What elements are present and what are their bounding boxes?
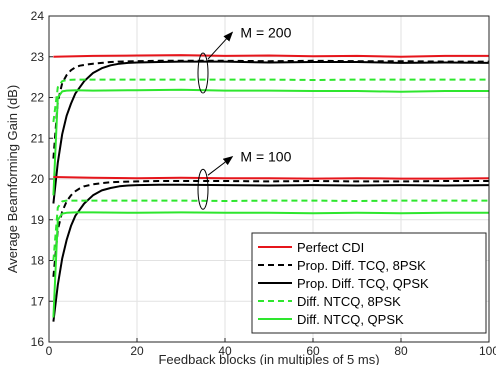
y-tick-label: 23 xyxy=(31,50,45,64)
axis-ticks: 0 20 40 60 80 100 16 17 18 19 20 21 22 23 24 xyxy=(31,9,496,358)
legend-label: Prop. Diff. TCQ, 8PSK xyxy=(297,258,426,273)
x-tick-label: 0 xyxy=(46,344,53,358)
y-axis-label: Average Beamforming Gain (dB) xyxy=(5,85,20,273)
series-line xyxy=(53,54,489,58)
y-tick-label: 18 xyxy=(31,254,45,268)
series-line xyxy=(52,60,490,204)
series-line xyxy=(52,180,489,277)
annotation-label: M = 200 xyxy=(240,24,291,40)
legend-label: Diff. NTCQ, 8PSK xyxy=(297,294,401,309)
legend-label: Prop. Diff. TCQ, QPSK xyxy=(297,276,429,291)
y-tick-label: 24 xyxy=(31,9,45,23)
y-tick-label: 16 xyxy=(31,335,45,349)
y-tick-label: 22 xyxy=(31,91,45,105)
annotation-label: M = 100 xyxy=(240,149,291,165)
y-tick-label: 20 xyxy=(31,172,45,186)
annotation-ellipse xyxy=(197,168,209,210)
y-tick-label: 17 xyxy=(31,294,45,308)
annotation-ellipse xyxy=(197,52,209,94)
x-tick-label: 100 xyxy=(479,344,496,358)
annotations: M = 200 M = 100 xyxy=(197,24,292,210)
series-line xyxy=(53,176,490,180)
x-tick-label: 20 xyxy=(130,344,144,358)
annotation-arrow xyxy=(207,31,234,60)
annotation-arrow xyxy=(207,155,234,176)
legend: Perfect CDI Prop. Diff. TCQ, 8PSK Prop. Di… xyxy=(251,232,487,334)
x-tick-label: 40 xyxy=(218,344,232,358)
y-tick-label: 19 xyxy=(31,213,45,227)
legend-label: Diff. NTCQ, QPSK xyxy=(297,312,404,327)
series-line xyxy=(52,78,489,123)
y-tick-label: 21 xyxy=(31,131,45,145)
series-line xyxy=(52,199,489,261)
series-line xyxy=(52,88,489,196)
x-tick-label: 60 xyxy=(306,344,320,358)
series-lines xyxy=(52,54,490,322)
x-axis-label: Feedback blocks (in multiples of 5 ms) xyxy=(158,352,379,365)
series-line xyxy=(52,211,489,318)
x-tick-label: 80 xyxy=(394,344,408,358)
series-line xyxy=(52,183,490,322)
legend-label: Perfect CDI xyxy=(297,240,364,255)
